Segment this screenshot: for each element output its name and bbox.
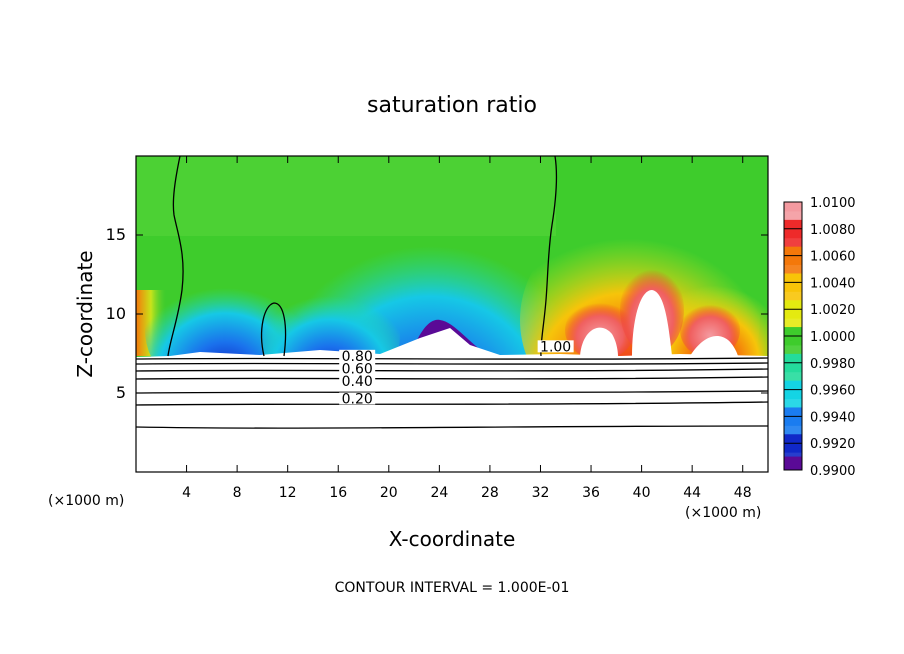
colorbar-band [784, 255, 802, 266]
x-tick-label: 40 [633, 485, 651, 501]
colorbar-label: 0.9960 [810, 384, 856, 399]
contour-label: 1.00 [540, 339, 571, 355]
colorbar-band [784, 344, 802, 355]
colorbar-band [784, 443, 802, 453]
chart-title: saturation ratio [367, 93, 537, 118]
x-tick-label: 12 [279, 485, 297, 501]
colorbar-band [784, 309, 802, 319]
contour-label: 0.80 [342, 349, 373, 365]
contour-label-background [339, 362, 376, 375]
x-tick-label: 28 [481, 485, 499, 501]
colorbar-label: 0.9900 [810, 464, 856, 479]
x-tick-label: 4 [182, 485, 191, 501]
y-tick-label: 5 [116, 383, 126, 402]
colorbar-label: 1.0040 [810, 276, 856, 291]
colorbar-label: 1.0000 [810, 330, 856, 345]
colorbar: 1.0100 1.0080 1.0060 1.0040 1.0020 1.0000 0.99… [783, 196, 856, 479]
colorbar-band [784, 327, 802, 337]
contour-label: 0.40 [342, 374, 373, 390]
colorbar-band [784, 371, 802, 382]
x-tick-label: 20 [380, 485, 398, 501]
colorbar-label: 1.0060 [810, 250, 856, 265]
x-tick-label: 36 [582, 485, 600, 501]
x-tick-label: 16 [329, 485, 347, 501]
colorbar-band [784, 456, 802, 470]
x-tick-label: 24 [430, 485, 448, 501]
colorbar-label: 0.9920 [810, 437, 856, 452]
contour-labels: 1.00 0.800.600.400.20 [339, 339, 574, 407]
x-tick-label: 44 [683, 485, 701, 501]
colorbar-band [784, 300, 802, 310]
colorbar-band [784, 336, 802, 346]
x-tick-label: 32 [532, 485, 550, 501]
contour-label-background [339, 392, 376, 405]
colorbar-band [784, 219, 802, 230]
contour-label-background [339, 349, 376, 362]
colorbar-band [784, 282, 802, 292]
colorbar-band [784, 389, 802, 400]
colorbar-band [784, 291, 802, 301]
contour-label: 0.20 [342, 391, 373, 407]
colorbar-band [784, 318, 802, 328]
colorbar-band [784, 416, 802, 426]
y-tick-label: 10 [106, 304, 126, 323]
colorbar-band [784, 425, 802, 435]
colorbar-label: 1.0020 [810, 303, 856, 318]
colorbar-label: 1.0080 [810, 223, 856, 238]
contour-label: 0.60 [342, 361, 373, 377]
y-tick-label: 15 [106, 225, 126, 244]
colorbar-band [784, 202, 802, 212]
contour-interval-note: CONTOUR INTERVAL = 1.000E-01 [335, 580, 570, 596]
color-field [136, 156, 768, 472]
colorbar-label: 0.9940 [810, 410, 856, 425]
colorbar-label: 1.0100 [810, 196, 856, 211]
colorbar-label: 0.9980 [810, 357, 856, 372]
y-axis-label: Z-coordinate [73, 250, 97, 377]
colorbar-band [784, 264, 802, 274]
colorbar-band [784, 228, 802, 239]
contour-label-background [537, 340, 574, 353]
colorbar-band [784, 273, 802, 283]
colorbar-band [784, 407, 802, 417]
x-tick-label: 8 [233, 485, 242, 501]
colorbar-band [784, 353, 802, 364]
x-axis-ticks: 4 8 12 16 20 24 28 32 36 40 44 48 [182, 156, 752, 501]
colorbar-band [784, 210, 802, 221]
contour-label-background [339, 375, 376, 388]
colorbar-band [784, 237, 802, 248]
colorbar-band [784, 246, 802, 257]
x-tick-label: 48 [734, 485, 752, 501]
colorbar-band [784, 362, 802, 373]
colorbar-band [784, 434, 802, 444]
x-axis-label: X-coordinate [389, 527, 516, 551]
colorbar-band [784, 380, 802, 391]
y-axis-ticks: 5 10 15 [106, 225, 768, 402]
colorbar-band [784, 398, 802, 408]
x-unit-right: (×1000 m) [685, 505, 761, 521]
x-unit-left: (×1000 m) [48, 493, 124, 509]
